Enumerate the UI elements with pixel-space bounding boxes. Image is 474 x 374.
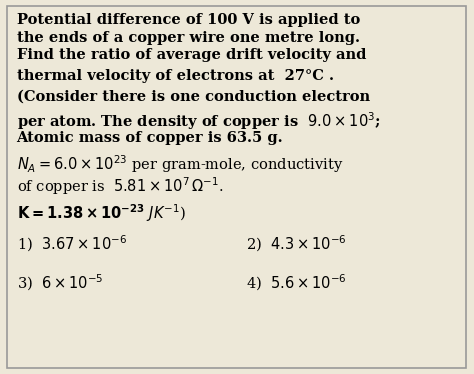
Text: $N_{A}=6.0\times10^{23}$ per gram-mole, conductivity: $N_{A}=6.0\times10^{23}$ per gram-mole, … (17, 153, 343, 175)
Text: $\mathbf{K=1.38\times10^{-23}}$ $JK^{-1}$): $\mathbf{K=1.38\times10^{-23}}$ $JK^{-1}… (17, 202, 185, 224)
Text: thermal velocity of electrons at  27°C .: thermal velocity of electrons at 27°C . (17, 69, 334, 83)
FancyBboxPatch shape (7, 6, 466, 368)
Text: of copper is  $5.81\times10^{7}\,\Omega^{-1}$.: of copper is $5.81\times10^{7}\,\Omega^{… (17, 176, 223, 197)
Text: the ends of a copper wire one metre long.: the ends of a copper wire one metre long… (17, 31, 360, 45)
Text: 1)  $3.67\times10^{-6}$: 1) $3.67\times10^{-6}$ (17, 234, 127, 254)
Text: 4)  $5.6\times10^{-6}$: 4) $5.6\times10^{-6}$ (246, 273, 347, 294)
Text: 2)  $4.3\times10^{-6}$: 2) $4.3\times10^{-6}$ (246, 234, 347, 254)
Text: 3)  $6\times10^{-5}$: 3) $6\times10^{-5}$ (17, 273, 103, 294)
Text: per atom. The density of copper is  $9.0\times10^{3}$;: per atom. The density of copper is $9.0\… (17, 110, 380, 132)
Text: Potential difference of 100 V is applied to: Potential difference of 100 V is applied… (17, 13, 360, 27)
Text: Atomic mass of copper is 63.5 g.: Atomic mass of copper is 63.5 g. (17, 131, 283, 145)
Text: Find the ratio of average drift velocity and: Find the ratio of average drift velocity… (17, 48, 366, 62)
Text: (Consider there is one conduction electron: (Consider there is one conduction electr… (17, 90, 370, 104)
